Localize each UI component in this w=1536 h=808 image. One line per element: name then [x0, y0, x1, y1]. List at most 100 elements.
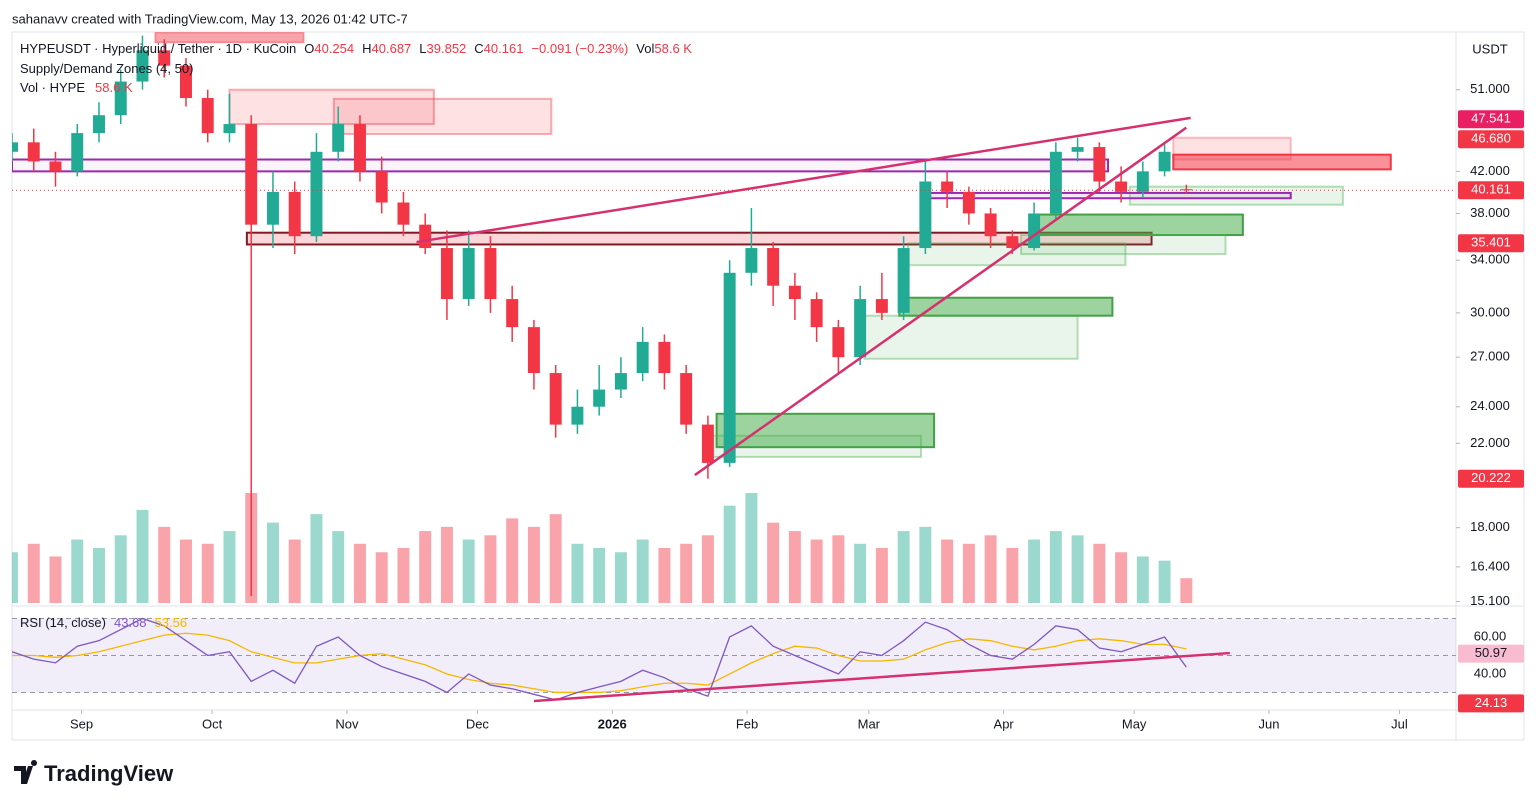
candle-body	[353, 124, 366, 172]
legend-item: C	[474, 41, 483, 56]
candle-body	[984, 213, 997, 237]
volume-bar	[549, 514, 562, 603]
y-tick-label: 24.000	[1470, 398, 1510, 413]
trendline	[416, 116, 1191, 244]
legend-item: 58.6 K	[654, 41, 692, 56]
candle-body	[158, 50, 171, 66]
candle-body	[310, 151, 323, 237]
y-tick-label: 16.400	[1470, 558, 1510, 573]
rsi-line	[12, 617, 1187, 701]
volume-bar	[810, 539, 823, 603]
candle-body	[593, 389, 606, 407]
volume-bar	[484, 535, 497, 603]
candle-body	[767, 248, 780, 286]
candle-body	[419, 224, 432, 249]
candle-body	[245, 124, 258, 225]
volume-bar	[353, 543, 366, 603]
volume-bar	[223, 531, 236, 603]
price-label-bg	[1458, 110, 1524, 129]
candle-body	[614, 373, 627, 390]
volume-bar	[745, 493, 758, 603]
volume-bar	[440, 526, 453, 603]
x-tick-label: Jul	[1391, 716, 1408, 731]
volume-bar	[1180, 578, 1193, 603]
zone	[920, 191, 1292, 200]
overlay: 15.100 16.400 18.000 22.000 24.000 27.000 30.0…	[20, 41, 1524, 731]
volume-bar	[593, 548, 606, 603]
y-tick-label: 42.000	[1470, 163, 1510, 178]
candle-body	[27, 142, 40, 162]
candle-body	[788, 285, 801, 300]
zone	[154, 32, 305, 44]
legend-item: −0.091 (−0.23%)	[531, 41, 628, 56]
candle-body	[440, 248, 453, 300]
volume-bar	[680, 543, 693, 603]
price-label: 46.680	[1471, 131, 1511, 146]
legend-item: L	[419, 41, 426, 56]
legend: Supply/Demand Zones (4, 50)	[20, 61, 193, 76]
legend: HYPEUSDT · Hyperliquid / Tether · 1D · K…	[20, 41, 692, 56]
candle-body	[49, 161, 62, 172]
legend-item: 53.56	[155, 615, 188, 630]
rsi-marker: 50.97	[1475, 645, 1508, 660]
candle-body	[897, 248, 910, 313]
rsi-marker: 24.13	[1475, 695, 1508, 710]
zone	[1128, 185, 1344, 206]
y-tick-label: 18.000	[1470, 519, 1510, 534]
legend-item: 39.852	[427, 41, 467, 56]
rsi-trendline	[533, 651, 1230, 703]
volume-bar	[767, 522, 780, 603]
x-tick-label: May	[1122, 716, 1147, 731]
candle-body	[549, 373, 562, 425]
volume-bar	[288, 539, 301, 603]
y-tick-label: 30.000	[1470, 304, 1510, 319]
candle-body	[462, 248, 475, 300]
candle-body	[71, 133, 84, 172]
legend-item: Vol	[636, 41, 654, 56]
x-tick-label: 2026	[598, 716, 627, 731]
currency: USDT	[1472, 41, 1507, 56]
zone	[12, 158, 1110, 173]
candle-body	[93, 115, 105, 134]
volume-bar	[1093, 543, 1106, 603]
rsi-marker-bg	[1458, 644, 1524, 663]
volume-bar	[266, 522, 279, 603]
candle-body	[1115, 181, 1128, 192]
legend-item: 43.68	[114, 615, 147, 630]
volume-bar	[310, 514, 323, 603]
volume-bar	[332, 531, 345, 603]
zone	[863, 314, 1079, 360]
candle-body	[179, 65, 192, 99]
candle-body	[962, 191, 975, 214]
volume-bar	[1115, 552, 1128, 603]
volume-bar	[1006, 548, 1019, 603]
x-tick-label: Sep	[70, 716, 93, 731]
candle-body	[1006, 236, 1019, 249]
legend: Vol · HYPE 58.6 K	[20, 80, 133, 95]
candle-body	[1136, 171, 1149, 192]
candle-body	[854, 299, 867, 358]
legend-item: O	[304, 41, 314, 56]
x-tick-label: Oct	[202, 716, 223, 731]
candle-body	[941, 181, 954, 192]
candle-body	[136, 50, 149, 82]
legend-item: 40.254	[314, 41, 354, 56]
volume-bar	[571, 543, 584, 603]
x-tick-label: Dec	[466, 716, 490, 731]
candle-body	[114, 81, 127, 116]
frame	[11, 31, 1525, 741]
volume-bar	[71, 539, 84, 603]
volume-bar	[527, 526, 540, 603]
volume-bar	[93, 548, 105, 603]
volume-bar	[1071, 535, 1084, 603]
candle-body	[1028, 213, 1041, 249]
volume-bar	[506, 518, 519, 603]
candle-body	[919, 181, 932, 249]
logo: TradingView	[14, 760, 174, 786]
candle-body	[1049, 151, 1062, 214]
y-tick-label: 15.100	[1470, 593, 1510, 608]
x-tick-label: Mar	[858, 716, 881, 731]
x-tick-label: Nov	[335, 716, 359, 731]
volume-bar	[854, 543, 867, 603]
